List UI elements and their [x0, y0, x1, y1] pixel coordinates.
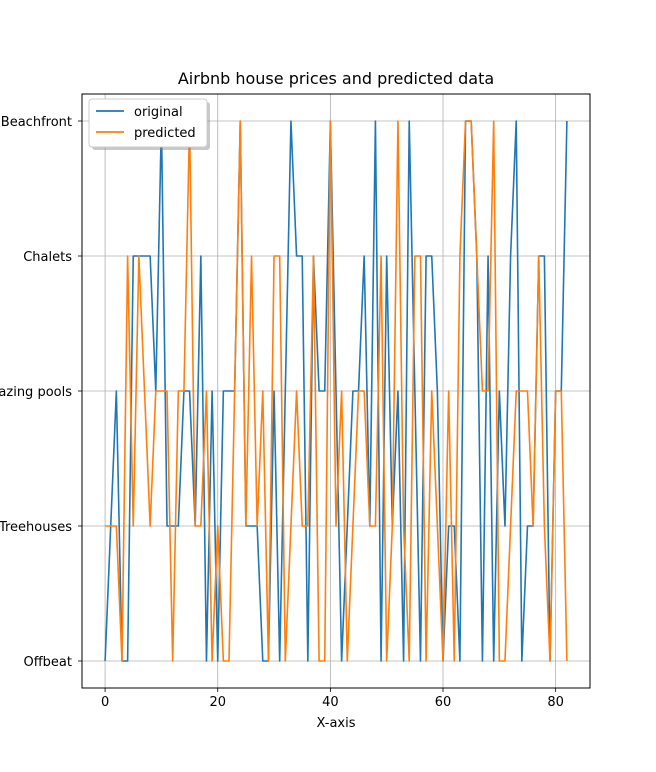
y-tick-label: Amazing pools — [0, 385, 72, 400]
x-tick-label: 40 — [322, 695, 339, 710]
x-tick-label: 0 — [101, 695, 109, 710]
legend-label-predicted: predicted — [134, 126, 196, 141]
x-tick-label: 80 — [547, 695, 564, 710]
x-tick-label: 20 — [209, 695, 226, 710]
axis-ticks: 0 20 40 60 80 Offbeat Treehouses Amazing pools C… — [0, 115, 564, 710]
legend-label-original: original — [134, 105, 183, 120]
y-tick-label: Offbeat — [23, 655, 72, 670]
y-tick-label: Chalets — [23, 250, 72, 265]
series-layer — [104, 120, 568, 662]
x-axis-label: X-axis — [317, 716, 356, 731]
y-tick-label: Treehouses — [0, 520, 72, 535]
legend: original predicted — [88, 98, 210, 150]
chart-title: Airbnb house prices and predicted data — [178, 69, 494, 88]
x-tick-label: 60 — [435, 695, 452, 710]
y-tick-label: Beachfront — [1, 115, 72, 130]
